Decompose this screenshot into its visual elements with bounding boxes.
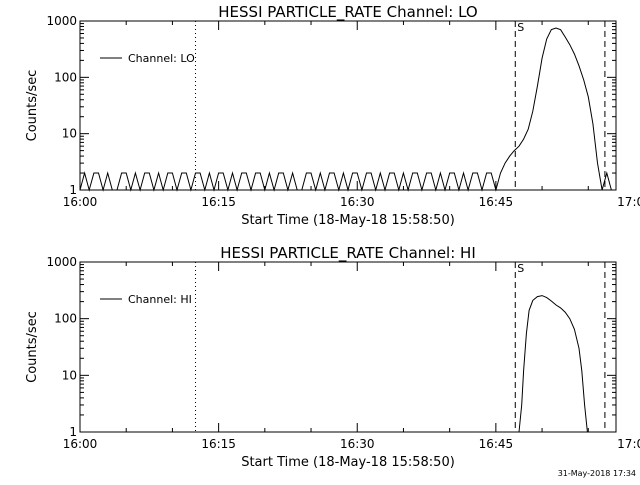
x-tick-label: 16:45	[479, 437, 514, 451]
marker-label: S	[517, 21, 524, 34]
x-tick-label: 17:00	[617, 195, 640, 209]
x-tick-label: 16:45	[479, 195, 514, 209]
legend-entry: Channel: LO	[128, 52, 195, 65]
series-line	[518, 295, 588, 433]
y-tick-label: 1000	[46, 14, 77, 28]
marker-label: S	[517, 262, 524, 275]
y-tick-label: 1000	[46, 255, 77, 269]
y-axis-label: Counts/sec	[25, 311, 40, 383]
x-axis-label: Start Time (18-May-18 15:58:50)	[241, 213, 455, 228]
y-tick-label: 10	[62, 368, 77, 382]
footer-timestamp: 31-May-2018 17:34	[558, 469, 636, 478]
x-tick-label: 16:00	[63, 195, 98, 209]
chart-panel-lo: HESSI PARTICLE_RATE Channel: LO Start Tim…	[25, 3, 640, 228]
x-tick-label: 16:15	[201, 195, 236, 209]
y-axis-label: Counts/sec	[25, 70, 40, 142]
chart-title: HESSI PARTICLE_RATE Channel: HI	[220, 244, 476, 263]
y-tick-label: 100	[54, 312, 77, 326]
x-tick-label: 16:30	[340, 195, 375, 209]
chart-title: HESSI PARTICLE_RATE Channel: LO	[218, 3, 477, 22]
x-tick-label: 16:00	[63, 437, 98, 451]
x-tick-label: 16:30	[340, 437, 375, 451]
series-line	[79, 27, 616, 192]
y-tick-label: 1	[69, 183, 77, 197]
x-tick-label: 17:00	[617, 437, 640, 451]
x-tick-label: 16:15	[201, 437, 236, 451]
y-tick-label: 10	[62, 127, 77, 141]
y-tick-label: 100	[54, 70, 77, 84]
y-tick-label: 1	[69, 425, 77, 439]
plot-frame	[79, 20, 617, 191]
chart-panel-hi: HESSI PARTICLE_RATE Channel: HI Start Tim…	[25, 244, 640, 470]
x-axis-label: Start Time (18-May-18 15:58:50)	[241, 455, 455, 470]
legend-entry: Channel: HI	[128, 293, 192, 306]
plot-frame	[79, 261, 617, 433]
